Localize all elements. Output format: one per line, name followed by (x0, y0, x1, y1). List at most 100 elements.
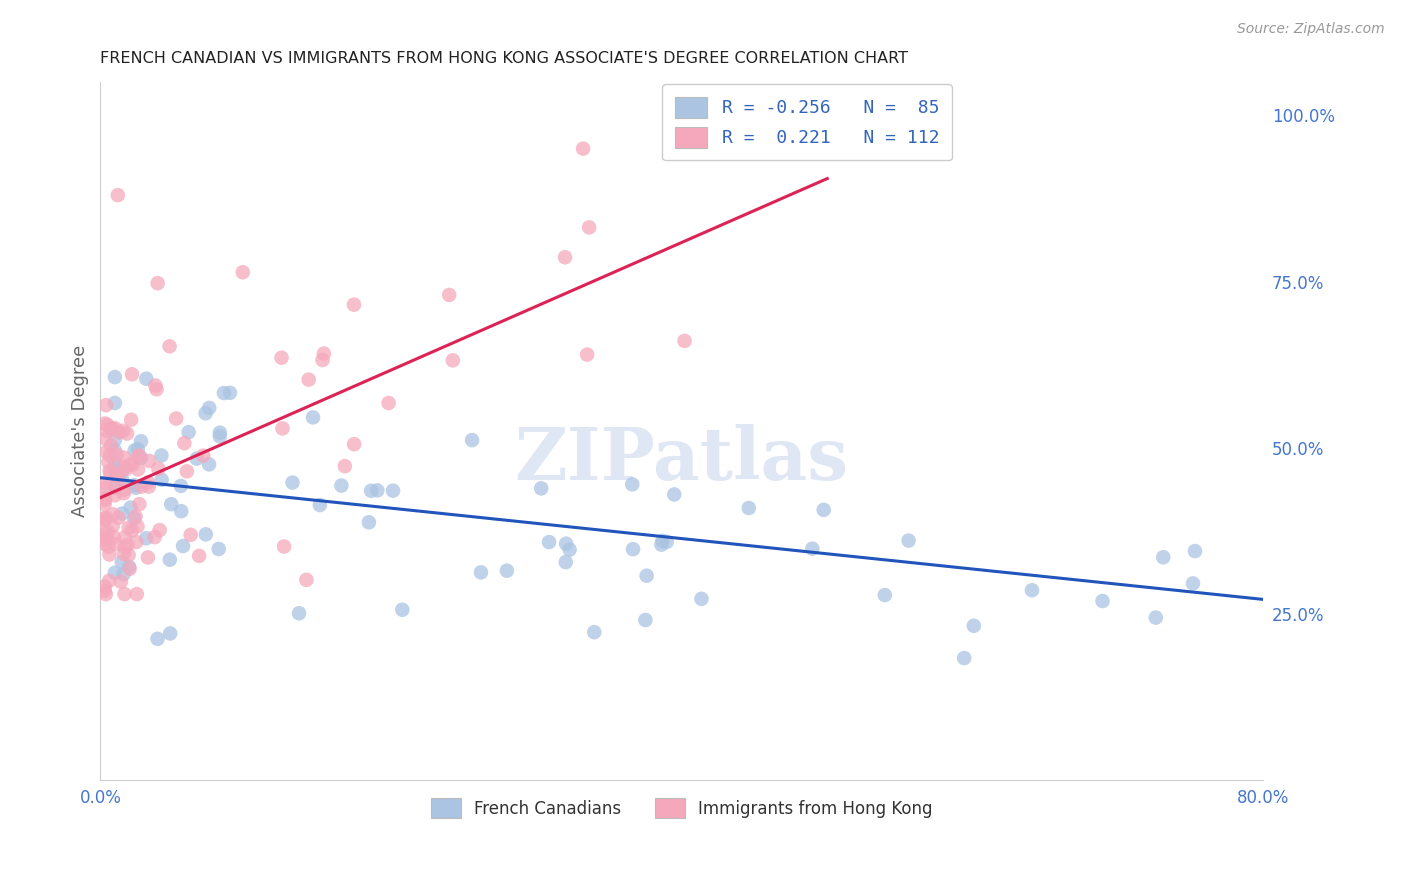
Point (118, 562, 141, 576)
Point (110, 574, 132, 589)
Point (129, 434, 152, 449)
Point (107, 510, 129, 524)
Y-axis label: Associate's Degree: Associate's Degree (72, 345, 89, 517)
Point (212, 386, 235, 401)
Point (650, 538, 672, 552)
Point (664, 487, 686, 501)
Point (112, 460, 135, 475)
Point (93, 537, 115, 551)
Point (131, 479, 153, 493)
Point (124, 509, 146, 524)
Point (98, 467, 121, 481)
Point (558, 542, 581, 557)
Point (271, 421, 294, 435)
Point (1091, 594, 1114, 608)
Point (94, 523, 117, 537)
Point (295, 573, 318, 587)
Point (104, 488, 127, 502)
Point (93, 475, 115, 490)
Point (127, 519, 149, 533)
Point (963, 619, 986, 633)
Point (382, 483, 405, 498)
Point (219, 385, 242, 400)
Point (176, 464, 198, 478)
Point (208, 541, 231, 556)
Point (120, 413, 142, 427)
Point (97, 540, 120, 554)
Point (1021, 583, 1043, 598)
Point (104, 396, 127, 410)
Point (93, 511, 115, 525)
Point (273, 540, 295, 554)
Point (1181, 576, 1204, 591)
Point (180, 528, 202, 542)
Point (194, 527, 217, 541)
Point (302, 410, 325, 425)
Point (143, 530, 166, 544)
Point (104, 468, 127, 483)
Point (308, 498, 330, 512)
Point (104, 421, 127, 435)
Point (121, 458, 143, 472)
Point (621, 542, 644, 557)
Point (343, 437, 366, 451)
Point (115, 462, 138, 476)
Point (101, 508, 124, 522)
Point (530, 481, 553, 495)
Point (117, 538, 139, 552)
Point (186, 451, 208, 466)
Legend: French Canadians, Immigrants from Hong Kong: French Canadians, Immigrants from Hong K… (425, 792, 939, 824)
Point (208, 429, 231, 443)
Point (127, 442, 149, 456)
Point (98, 448, 121, 462)
Point (94, 587, 117, 601)
Point (1152, 550, 1174, 565)
Point (117, 548, 139, 562)
Point (377, 396, 399, 410)
Point (112, 483, 135, 497)
Point (94, 491, 117, 505)
Point (897, 533, 920, 548)
Point (360, 483, 382, 498)
Point (461, 433, 484, 447)
Point (136, 550, 159, 565)
Point (135, 531, 157, 545)
Point (111, 462, 134, 476)
Point (128, 497, 150, 511)
Point (651, 533, 673, 548)
Point (391, 603, 413, 617)
Point (93, 532, 115, 546)
Point (100, 422, 122, 436)
Point (96, 445, 118, 459)
Point (112, 424, 135, 438)
Point (145, 382, 167, 396)
Point (177, 425, 200, 439)
Point (150, 449, 173, 463)
Point (93, 493, 115, 508)
Point (366, 483, 388, 498)
Point (96, 424, 118, 438)
Point (127, 462, 149, 476)
Point (104, 481, 127, 495)
Point (159, 339, 181, 353)
Point (104, 443, 127, 458)
Point (690, 591, 713, 606)
Point (125, 481, 148, 495)
Point (128, 449, 150, 463)
Point (555, 536, 578, 550)
Point (146, 276, 169, 290)
Point (124, 443, 146, 458)
Point (93, 584, 115, 599)
Point (121, 368, 143, 382)
Point (232, 265, 254, 279)
Point (873, 588, 896, 602)
Point (953, 651, 976, 665)
Point (98, 548, 121, 562)
Point (98, 574, 121, 588)
Point (583, 625, 606, 640)
Point (129, 450, 152, 465)
Point (104, 370, 127, 384)
Point (470, 566, 492, 580)
Point (121, 524, 143, 538)
Point (94, 398, 117, 412)
